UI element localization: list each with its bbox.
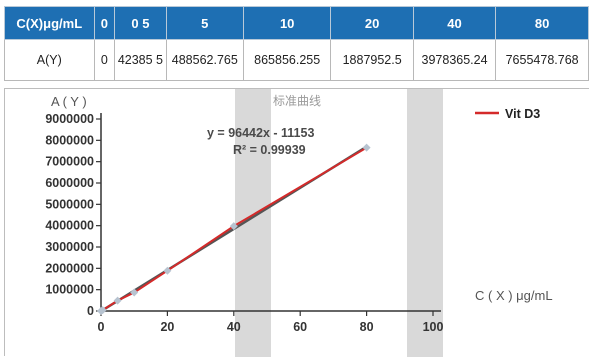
data-point — [229, 222, 238, 231]
y-tick-label: 9000000 — [45, 112, 94, 126]
header-concentration: 10 — [242, 6, 332, 40]
chart-panel: 0 1000000 2000000 3000000 4000000 5000000 6000… — [4, 88, 589, 357]
header-concentration: 40 — [412, 6, 497, 40]
x-tick-label: 0 — [98, 320, 105, 334]
header-concentration-label: C(X)μg/mL — [4, 6, 95, 40]
area-cell: 42385 5 — [114, 39, 167, 81]
x-axis: 0 20 40 60 80 100 — [98, 310, 444, 334]
y-tick-label: 2000000 — [45, 261, 94, 275]
data-point — [362, 143, 371, 152]
legend-label: Vit D3 — [505, 107, 540, 121]
header-concentration: 5 — [165, 6, 244, 40]
area-cell: 7655478.768 — [495, 39, 589, 81]
y-tick-label: 4000000 — [45, 219, 94, 233]
calibration-table: C(X)μg/mL 0 0 5 5 10 20 40 80 A(Y) 0 423… — [4, 6, 589, 81]
chart-title: 标准曲线 — [273, 94, 321, 108]
x-tick-label: 20 — [160, 320, 174, 334]
y-axis-title: A ( Y ) — [51, 94, 87, 109]
trend-equation: y = 96442x - 11153 — [207, 126, 314, 140]
header-concentration: 0 5 — [114, 6, 167, 40]
r-squared-label: R² = 0.99939 — [233, 143, 306, 157]
row-label: A(Y) — [4, 39, 95, 81]
y-tick-label: 3000000 — [45, 240, 94, 254]
y-tick-label: 1000000 — [45, 283, 94, 297]
y-axis: 0 1000000 2000000 3000000 4000000 5000000 6000… — [45, 112, 102, 318]
area-cell: 0 — [93, 39, 116, 81]
area-cell: 865856.255 — [242, 39, 332, 81]
data-point — [113, 296, 122, 305]
area-cell: 1887952.5 — [330, 39, 414, 81]
table-row: A(Y) 0 42385 5 488562.765 865856.255 188… — [4, 39, 589, 81]
header-row: C(X)μg/mL 0 0 5 5 10 20 40 80 — [4, 6, 589, 40]
data-point — [130, 288, 139, 297]
calibration-chart: 0100000020000003000000400000050000006000… — [45, 89, 553, 357]
header-concentration: 80 — [495, 6, 589, 40]
x-tick-label: 100 — [423, 320, 444, 334]
x-tick-label: 40 — [227, 320, 241, 334]
y-tick-label: 8000000 — [45, 133, 94, 147]
area-cell: 488562.765 — [165, 39, 244, 81]
area-cell: 3978365.24 — [412, 39, 497, 81]
data-point — [98, 306, 107, 315]
y-tick-label: 5000000 — [45, 197, 94, 211]
header-concentration: 20 — [330, 6, 414, 40]
header-concentration: 0 — [93, 6, 116, 40]
x-tick-label: 80 — [360, 320, 374, 334]
y-tick-label: 6000000 — [45, 176, 94, 190]
x-axis-title: C ( X ) μg/mL — [475, 288, 553, 303]
series-layer — [97, 143, 371, 315]
x-tick-label: 60 — [293, 320, 307, 334]
watermark-bar — [407, 89, 443, 357]
y-tick-label: 7000000 — [45, 155, 94, 169]
data-point — [163, 266, 172, 275]
y-tick-label: 0 — [87, 304, 94, 318]
